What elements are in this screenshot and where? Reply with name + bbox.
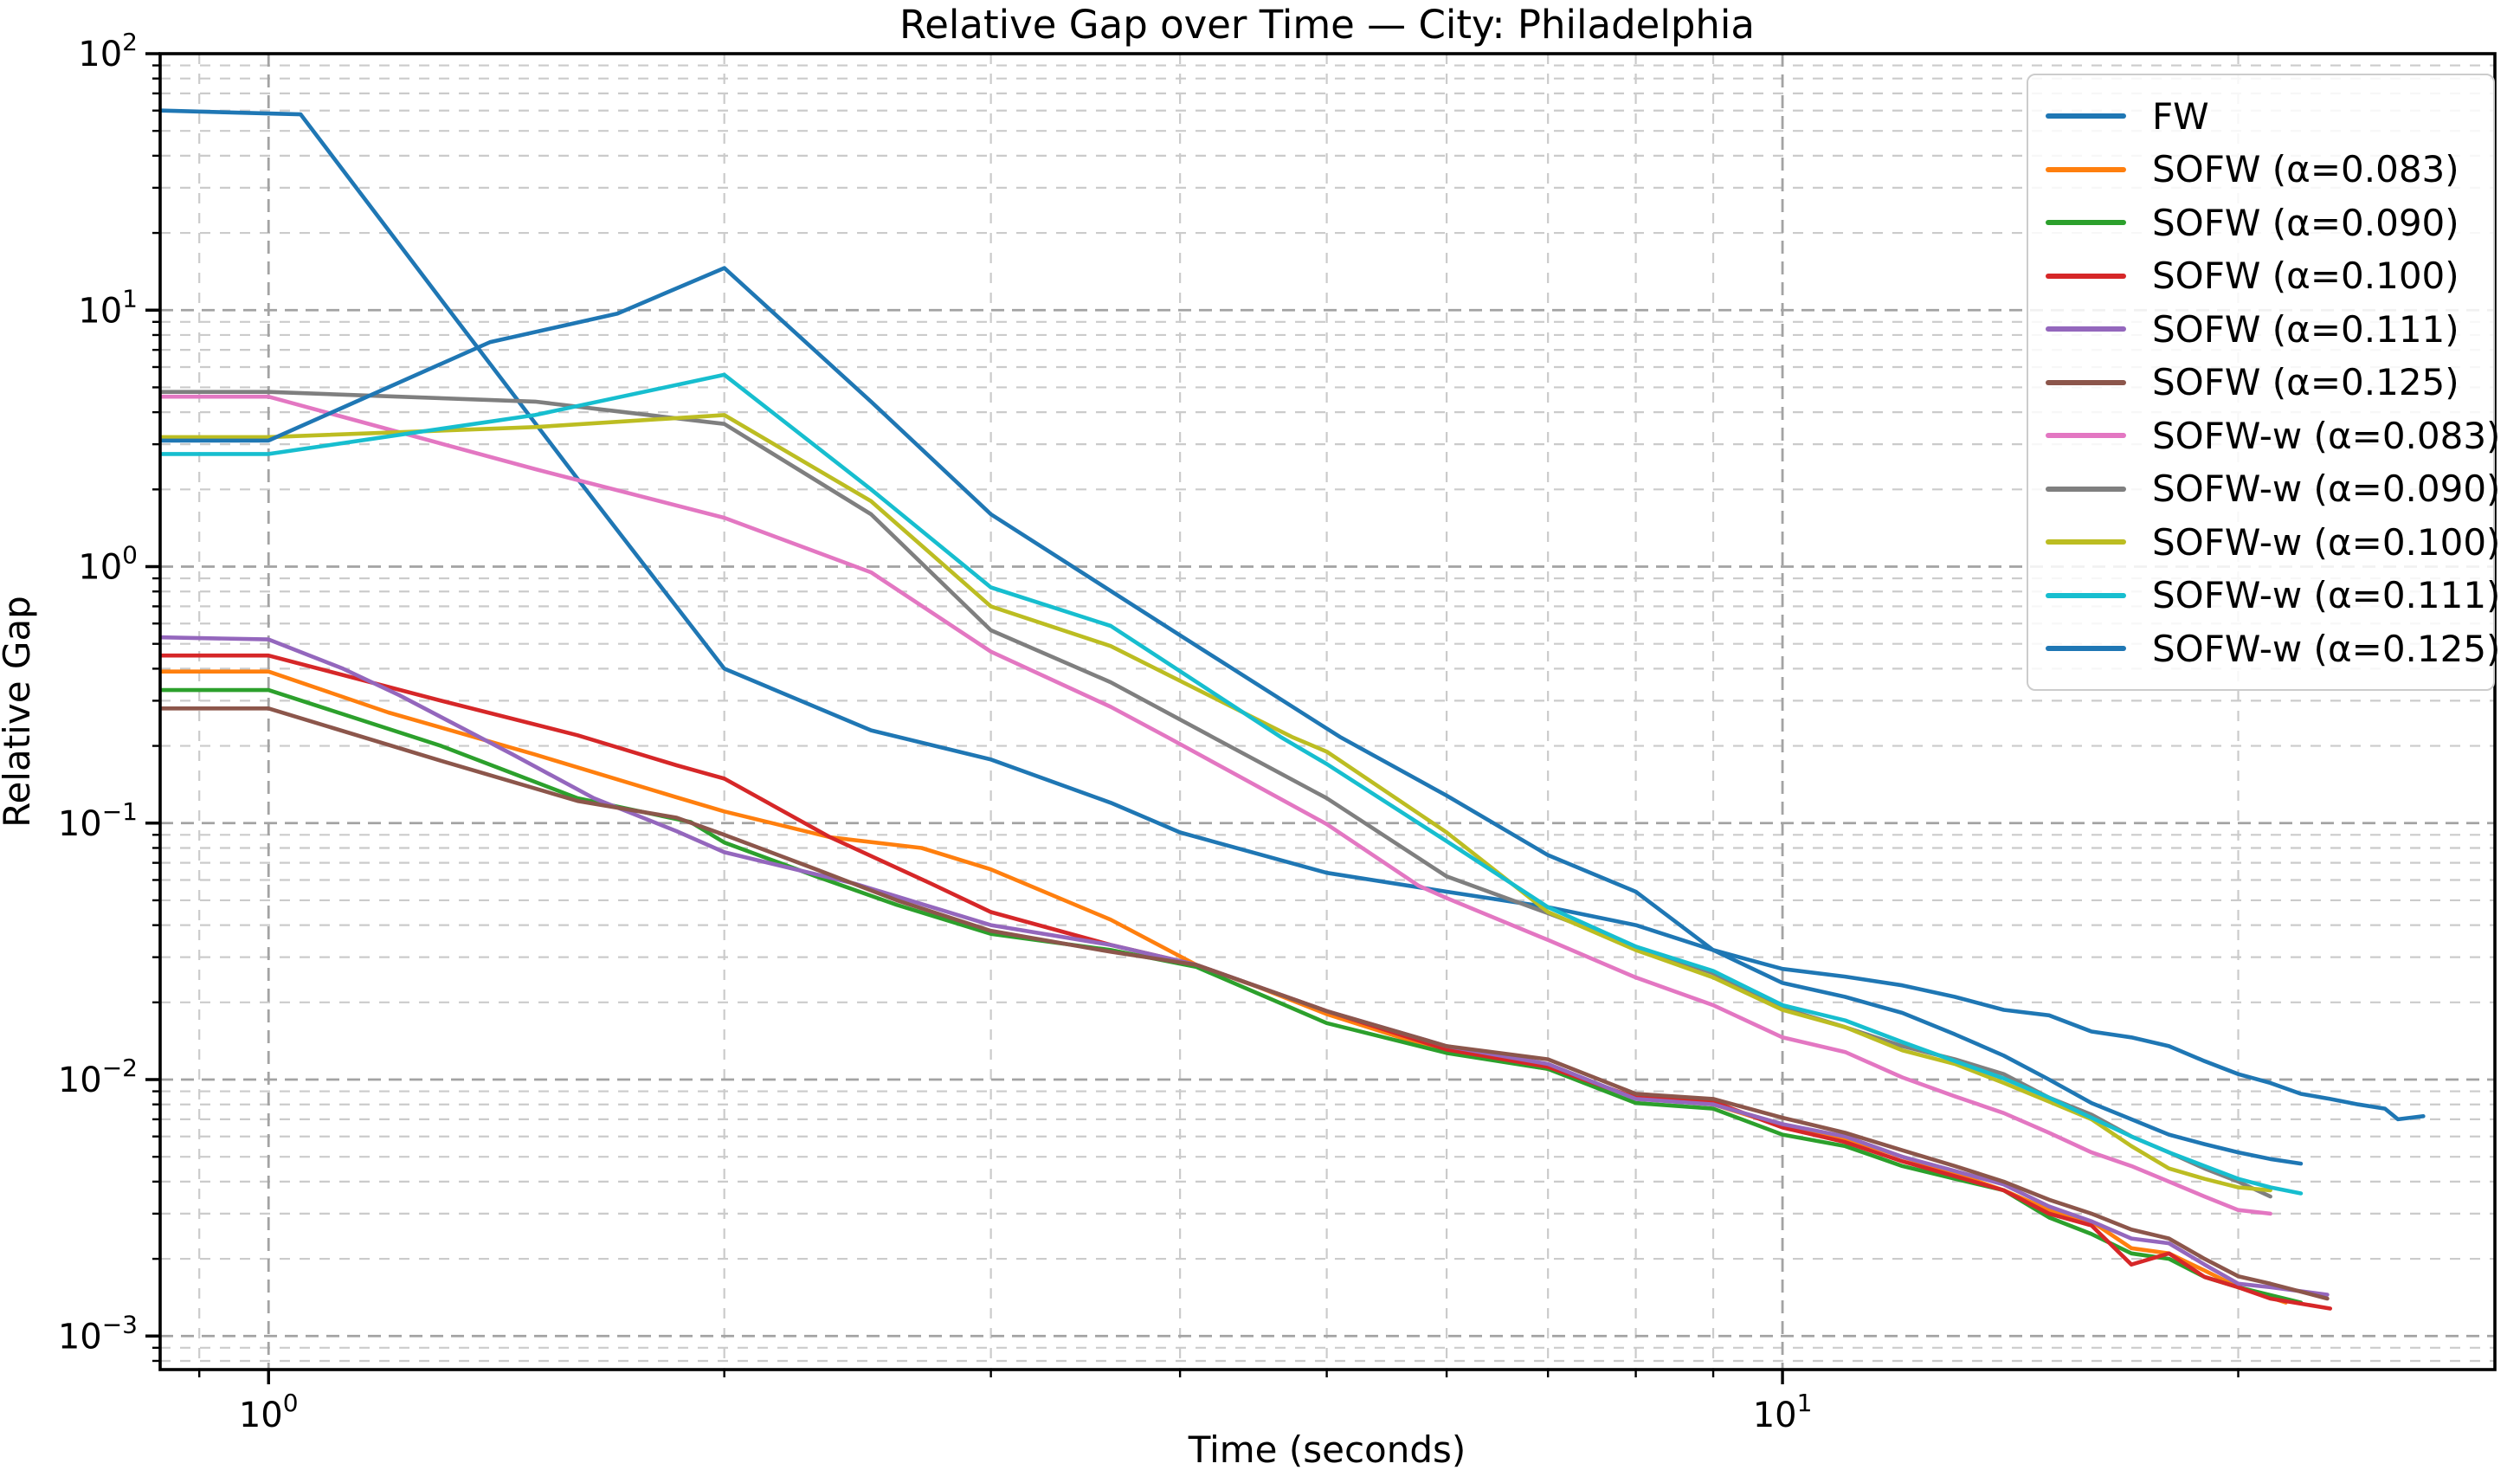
legend-item: SOFW-w (α=0.100): [2033, 521, 2500, 564]
series-line-SOFW-w (α=0.125): [159, 266, 2304, 1166]
legend-item: SOFW-w (α=0.090): [2033, 467, 2500, 510]
series-line-SOFW (α=0.090): [159, 687, 2304, 1305]
tick-label: 102: [78, 28, 138, 74]
legend-item-label: SOFW-w (α=0.083): [2152, 414, 2501, 457]
tick-label: 101: [78, 284, 138, 331]
legend-line-swatch: [2046, 592, 2126, 598]
legend-item: SOFW (α=0.125): [2033, 361, 2488, 403]
legend-item-label: SOFW (α=0.111): [2152, 307, 2459, 351]
tick-label: 101: [1753, 1389, 1813, 1435]
tick-label: 100: [239, 1389, 299, 1435]
series-line-SOFW-w (α=0.100): [159, 413, 2272, 1193]
tick-label: 100: [78, 541, 138, 588]
legend-item: SOFW (α=0.111): [2033, 308, 2488, 351]
legend-line-swatch: [2046, 433, 2126, 438]
tick-label: 10−2: [58, 1054, 138, 1100]
grid-minor-lines: [160, 54, 2495, 1370]
legend-line-swatch: [2046, 166, 2126, 172]
legend-line-swatch: [2046, 486, 2126, 492]
legend-item-label: SOFW (α=0.100): [2152, 255, 2459, 297]
axis-ticks: [145, 52, 2240, 1384]
tick-label: 10−3: [58, 1310, 138, 1357]
legend-item-label: SOFW-w (α=0.090): [2152, 467, 2501, 510]
legend-item: SOFW-w (α=0.111): [2033, 574, 2500, 616]
series-line-SOFW-w (α=0.090): [159, 390, 2272, 1199]
legend-line-swatch: [2046, 273, 2126, 279]
legend-line-swatch: [2046, 220, 2126, 225]
legend-item-label: SOFW-w (α=0.125): [2152, 627, 2501, 670]
legend-line-swatch: [2046, 326, 2126, 332]
legend-item: SOFW (α=0.083): [2033, 148, 2488, 190]
legend-item-label: SOFW (α=0.090): [2152, 201, 2459, 244]
legend-item: SOFW-w (α=0.083): [2033, 415, 2500, 457]
legend-line-swatch: [2046, 539, 2126, 545]
series-line-SOFW (α=0.111): [159, 635, 2330, 1297]
legend-line-swatch: [2046, 113, 2126, 119]
series-line-SOFW-w (α=0.083): [159, 394, 2272, 1216]
series-line-FW: [159, 108, 2426, 1122]
legend-item-label: SOFW (α=0.125): [2152, 361, 2459, 403]
legend-item-label: SOFW-w (α=0.100): [2152, 520, 2501, 564]
legend-item: SOFW (α=0.100): [2033, 255, 2488, 297]
legend-line-swatch: [2046, 646, 2126, 651]
series-lines: [159, 108, 2426, 1311]
y-axis-label: Relative Gap: [0, 596, 38, 828]
series-line-SOFW-w (α=0.111): [159, 372, 2304, 1196]
legend-item-label: SOFW (α=0.083): [2152, 148, 2459, 190]
legend-item-label: SOFW-w (α=0.111): [2152, 574, 2501, 616]
chart-title: Relative Gap over Time — City: Philadelp…: [899, 2, 1755, 48]
legend-item-label: FW: [2152, 94, 2209, 138]
legend-item: SOFW-w (α=0.125): [2033, 628, 2500, 670]
x-axis-label: Time (seconds): [1188, 1428, 1466, 1470]
legend-item: FW: [2033, 95, 2488, 138]
tick-label: 10−1: [58, 797, 138, 844]
legend-item: SOFW (α=0.090): [2033, 202, 2488, 244]
axis-tick-labels: 100 101 102 101 100 10−1 10−2 10−3: [58, 28, 1813, 1435]
legend-box: FW SOFW (α=0.083) SOFW (α=0.090) SOFW (α=0.…: [2027, 74, 2500, 691]
series-line-SOFW (α=0.125): [159, 706, 2330, 1301]
legend-line-swatch: [2046, 379, 2126, 385]
